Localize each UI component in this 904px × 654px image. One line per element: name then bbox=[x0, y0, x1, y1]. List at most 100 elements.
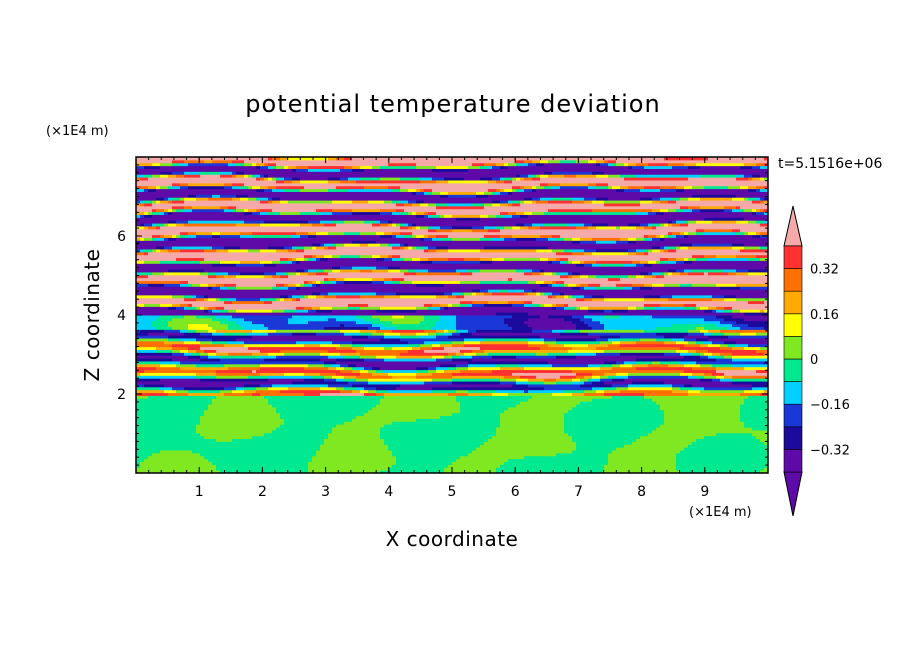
heatmap-cell bbox=[284, 177, 293, 181]
heatmap-cell bbox=[152, 223, 157, 227]
heatmap-cell bbox=[136, 168, 293, 172]
heatmap-cell bbox=[136, 303, 145, 307]
heatmap-cell bbox=[308, 461, 397, 465]
heatmap-cell bbox=[572, 274, 581, 279]
heatmap-cell bbox=[416, 225, 421, 230]
heatmap-cell bbox=[404, 277, 509, 282]
heatmap-cell bbox=[648, 248, 653, 253]
heatmap-cell bbox=[504, 409, 569, 414]
heatmap-cell bbox=[740, 205, 768, 210]
heatmap-cell bbox=[688, 231, 697, 236]
heatmap-cell bbox=[292, 297, 297, 302]
heatmap-cell bbox=[596, 389, 605, 394]
heatmap-cell bbox=[764, 200, 768, 204]
heatmap-cell bbox=[476, 352, 489, 356]
heatmap-cell bbox=[516, 177, 521, 181]
heatmap-cell bbox=[244, 326, 269, 330]
heatmap-cell bbox=[136, 381, 293, 385]
heatmap-cell bbox=[532, 211, 545, 215]
heatmap-cell bbox=[224, 343, 245, 348]
heatmap-cell bbox=[368, 378, 433, 382]
heatmap-cell bbox=[272, 383, 329, 388]
heatmap-cell bbox=[320, 386, 337, 391]
heatmap-cell bbox=[332, 220, 345, 224]
heatmap-cell bbox=[524, 300, 533, 305]
heatmap-cell bbox=[740, 286, 768, 290]
heatmap-cell bbox=[660, 248, 665, 253]
heatmap-cell bbox=[172, 326, 189, 330]
heatmap-cell bbox=[596, 182, 609, 187]
heatmap-cell bbox=[232, 197, 241, 201]
heatmap-cell bbox=[572, 251, 585, 256]
heatmap-cell bbox=[252, 329, 277, 333]
heatmap-cell bbox=[604, 386, 617, 391]
heatmap-cell bbox=[564, 343, 589, 348]
heatmap-cell bbox=[592, 251, 629, 256]
heatmap-cell bbox=[536, 352, 549, 356]
heatmap-cell bbox=[528, 225, 541, 230]
heatmap-cell bbox=[532, 174, 537, 178]
heatmap-cell bbox=[732, 358, 768, 362]
heatmap-cell bbox=[380, 234, 393, 238]
heatmap-cell bbox=[388, 444, 481, 448]
heatmap-cell bbox=[640, 200, 653, 204]
heatmap-cell bbox=[188, 329, 197, 333]
heatmap-cell bbox=[584, 248, 597, 253]
heatmap-cell bbox=[340, 254, 361, 259]
heatmap-cell bbox=[336, 243, 345, 247]
heatmap-cell bbox=[564, 427, 657, 431]
heatmap-cell bbox=[140, 329, 165, 333]
y-axis: 246 bbox=[117, 164, 768, 466]
heatmap-cell bbox=[540, 197, 553, 201]
heatmap-cell bbox=[736, 220, 749, 224]
heatmap-cell bbox=[308, 320, 357, 325]
heatmap-cell bbox=[620, 335, 665, 339]
heatmap-cell bbox=[508, 165, 629, 169]
heatmap-cell bbox=[220, 358, 265, 362]
heatmap-cell bbox=[632, 381, 665, 385]
heatmap-cell bbox=[184, 352, 193, 356]
heatmap-cell bbox=[136, 266, 333, 270]
heatmap-cell bbox=[600, 162, 609, 167]
heatmap-cell bbox=[344, 231, 361, 236]
heatmap-cell bbox=[272, 429, 333, 434]
heatmap-cell bbox=[484, 292, 493, 296]
heatmap-cell bbox=[604, 470, 681, 473]
heatmap-cell bbox=[716, 306, 725, 310]
heatmap-cell bbox=[684, 447, 768, 451]
heatmap-cell bbox=[268, 401, 381, 405]
heatmap-cell bbox=[144, 211, 149, 215]
heatmap-cell bbox=[576, 326, 593, 330]
heatmap-cell bbox=[728, 326, 741, 330]
heatmap-cell bbox=[760, 246, 768, 250]
heatmap-cell bbox=[136, 326, 157, 330]
heatmap-cell bbox=[688, 257, 697, 261]
heatmap-cell bbox=[432, 188, 489, 192]
heatmap-cell bbox=[436, 205, 485, 210]
x-tick-label: 6 bbox=[511, 484, 520, 500]
heatmap-cell bbox=[344, 421, 393, 425]
heatmap-cell bbox=[240, 234, 253, 238]
heatmap-cell bbox=[404, 223, 409, 227]
heatmap-cell bbox=[188, 280, 305, 284]
heatmap-cell bbox=[200, 271, 209, 276]
heatmap-cell bbox=[308, 467, 389, 471]
heatmap-cell bbox=[376, 292, 397, 296]
heatmap-cell bbox=[752, 174, 761, 178]
heatmap-cell bbox=[444, 306, 449, 310]
heatmap-cell bbox=[168, 323, 189, 327]
heatmap-cell bbox=[628, 240, 637, 244]
heatmap-cell bbox=[604, 392, 645, 396]
heatmap-cell bbox=[284, 165, 289, 169]
heatmap-cell bbox=[572, 294, 577, 299]
heatmap-cell bbox=[296, 271, 301, 276]
heatmap-cell bbox=[388, 447, 477, 451]
heatmap-cell bbox=[616, 188, 625, 192]
heatmap-cell bbox=[576, 159, 589, 164]
heatmap-cell bbox=[212, 309, 221, 313]
heatmap-cell bbox=[136, 309, 205, 313]
heatmap-cell bbox=[256, 174, 261, 178]
heatmap-cell bbox=[200, 260, 221, 264]
heatmap-cell bbox=[616, 372, 629, 376]
heatmap-cell bbox=[544, 303, 553, 307]
